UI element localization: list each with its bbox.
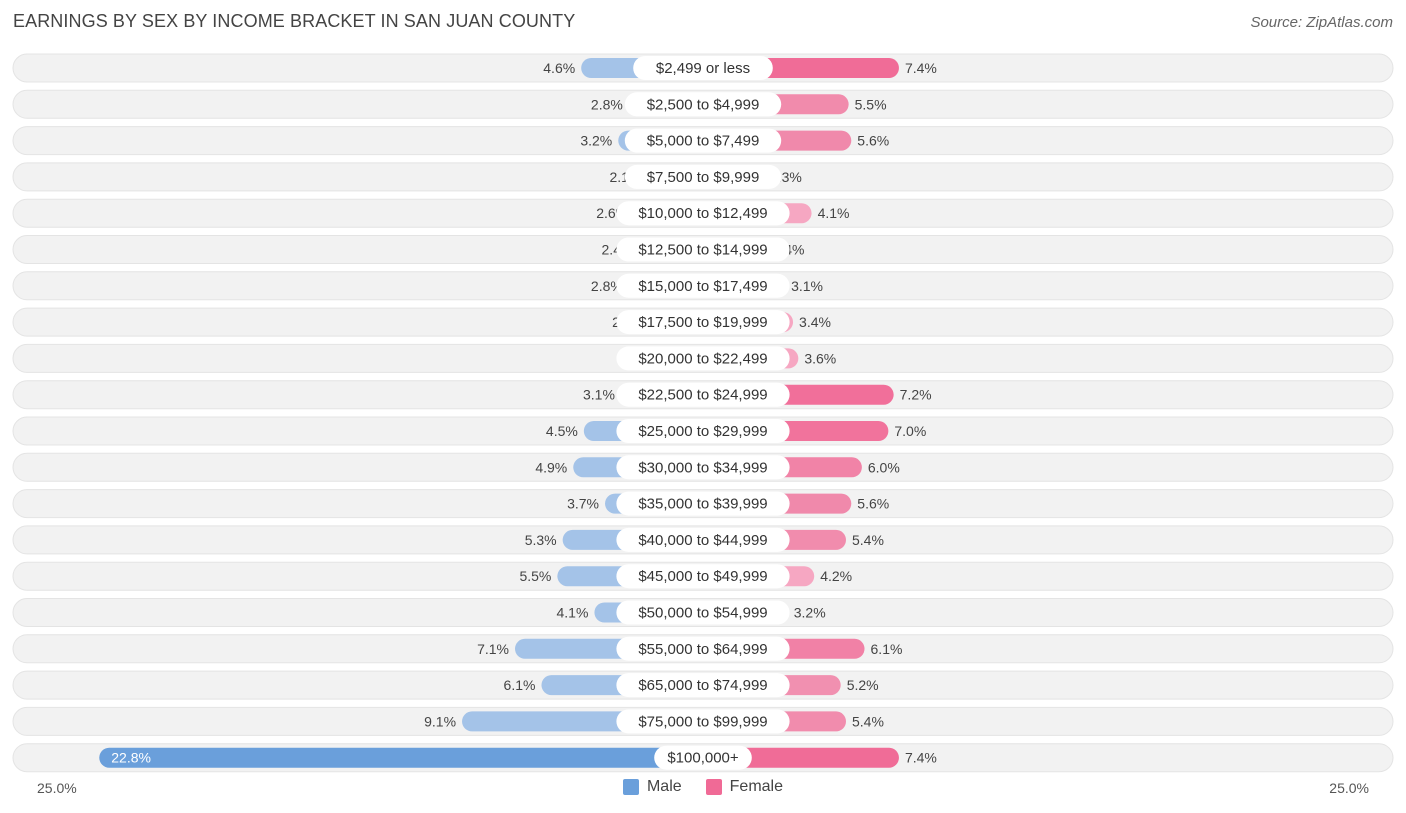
- category-label: $12,500 to $14,999: [638, 242, 767, 259]
- male-value-label: 2.8%: [591, 96, 623, 112]
- category-label: $50,000 to $54,999: [638, 605, 767, 622]
- legend-swatch-male: [622, 779, 639, 795]
- category-label-pill: [616, 673, 790, 698]
- category-label-pill: [616, 346, 790, 371]
- category-label: $20,000 to $22,499: [638, 350, 767, 367]
- category-label: $30,000 to $34,999: [638, 459, 767, 476]
- category-label-pill: [616, 636, 790, 661]
- category-label-pill: [616, 237, 790, 262]
- category-label: $2,500 to $4,999: [647, 96, 760, 113]
- axis-right-label: 25.0%: [1329, 780, 1369, 796]
- female-value-label: 3.6%: [804, 350, 836, 366]
- category-label: $17,500 to $19,999: [638, 314, 767, 331]
- bar-chart: 4.6% 7.4% $2,499 or less 2.8% 5.5% $2,500 to …: [12, 53, 1394, 773]
- category-label-pill: [654, 745, 752, 770]
- category-label: $22,500 to $24,999: [638, 387, 767, 404]
- category-label-pill: [624, 164, 782, 189]
- legend-label-male: Male: [646, 778, 682, 795]
- female-value-label: 3.4%: [799, 314, 831, 330]
- category-label: $55,000 to $64,999: [638, 641, 767, 658]
- category-label-pill: [616, 527, 790, 552]
- legend-item-male[interactable]: Male: [622, 778, 682, 796]
- female-value-label: 4.2%: [820, 568, 852, 584]
- category-label: $35,000 to $39,999: [638, 496, 767, 513]
- male-value-label: 2.8%: [591, 278, 623, 294]
- female-value-label: 4.1%: [818, 205, 850, 221]
- category-label: $15,000 to $17,499: [638, 278, 767, 295]
- female-value-label: 6.0%: [868, 459, 900, 475]
- category-label: $100,000+: [667, 750, 739, 767]
- male-value-label: 3.7%: [567, 496, 599, 512]
- male-value-label: 4.5%: [546, 423, 578, 439]
- category-label-pill: [624, 128, 782, 153]
- category-label-pill: [616, 491, 790, 516]
- female-value-label: 5.5%: [855, 96, 887, 112]
- category-label-pill: [616, 201, 790, 226]
- female-value-label: 5.6%: [857, 496, 889, 512]
- category-label: $65,000 to $74,999: [638, 677, 767, 694]
- category-label-pill: [616, 564, 790, 589]
- male-value-label: 6.1%: [504, 677, 536, 693]
- category-label-pill: [633, 56, 773, 80]
- male-value-label: 5.5%: [519, 568, 551, 584]
- category-label: $75,000 to $99,999: [638, 713, 767, 730]
- female-value-label: 5.6%: [857, 133, 889, 149]
- female-bar: [703, 747, 899, 768]
- male-value-label: 3.1%: [583, 387, 615, 403]
- category-label-pill: [624, 92, 782, 117]
- female-value-label: 5.4%: [852, 713, 884, 729]
- axis-left-label: 25.0%: [37, 780, 77, 796]
- male-value-label: 22.8%: [111, 750, 151, 766]
- female-value-label: 7.4%: [905, 750, 937, 766]
- category-label: $10,000 to $12,499: [638, 205, 767, 222]
- legend: Male Female: [0, 778, 1406, 796]
- female-value-label: 3.2%: [794, 605, 826, 621]
- male-value-label: 4.9%: [535, 459, 567, 475]
- female-value-label: 5.4%: [852, 532, 884, 548]
- male-value-label: 4.1%: [557, 605, 589, 621]
- male-value-label: 3.2%: [580, 133, 612, 149]
- category-label-pill: [616, 382, 790, 407]
- female-value-label: 6.1%: [871, 641, 903, 657]
- category-label: $25,000 to $29,999: [638, 423, 767, 440]
- male-value-label: 5.3%: [525, 532, 557, 548]
- male-value-label: 4.6%: [543, 60, 575, 76]
- male-value-label: 7.1%: [477, 641, 509, 657]
- male-value-label: 9.1%: [424, 713, 456, 729]
- legend-item-female[interactable]: Female: [705, 778, 784, 796]
- category-label: $7,500 to $9,999: [647, 169, 760, 186]
- category-label-pill: [616, 419, 790, 443]
- legend-label-female: Female: [729, 778, 784, 795]
- category-label-pill: [616, 310, 790, 335]
- category-label-pill: [616, 273, 790, 298]
- legend-swatch-female: [705, 779, 722, 795]
- category-label: $45,000 to $49,999: [638, 568, 767, 585]
- category-label: $40,000 to $44,999: [638, 532, 767, 549]
- category-label-pill: [616, 600, 790, 625]
- category-label: $2,499 or less: [656, 60, 750, 77]
- male-bar: [99, 747, 704, 768]
- chart-title: EARNINGS BY SEX BY INCOME BRACKET IN SAN…: [13, 11, 576, 31]
- female-value-label: 7.4%: [905, 60, 937, 76]
- female-value-label: 5.2%: [847, 677, 879, 693]
- category-label-pill: [616, 709, 790, 734]
- female-value-label: 7.2%: [900, 387, 932, 403]
- female-value-label: 7.0%: [894, 423, 926, 439]
- category-label: $5,000 to $7,499: [647, 133, 760, 150]
- source-credit: Source: ZipAtlas.com: [1250, 14, 1393, 31]
- category-label-pill: [616, 455, 790, 480]
- female-value-label: 3.1%: [791, 278, 823, 294]
